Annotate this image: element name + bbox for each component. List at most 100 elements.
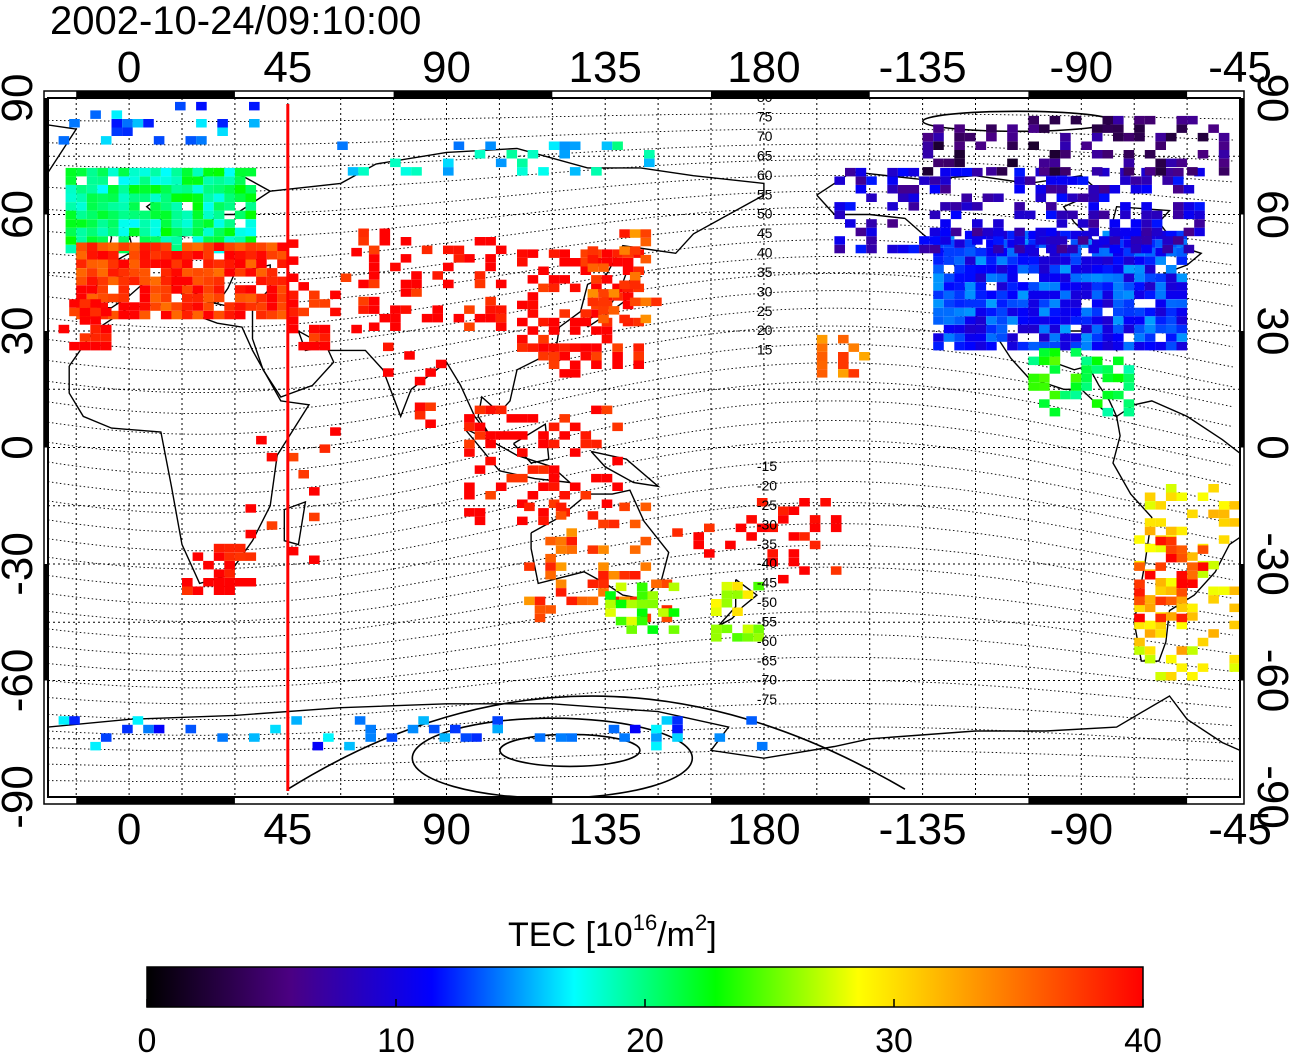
colorbar-tick-label: 20 <box>626 1022 664 1057</box>
tec-cell <box>569 258 581 267</box>
tec-cell <box>548 473 560 483</box>
tec-cell <box>129 302 140 311</box>
tec-cell <box>192 268 204 277</box>
tec-cell <box>986 256 997 265</box>
tec-cell <box>365 724 376 734</box>
tec-cell <box>555 579 567 588</box>
tec-cell <box>972 219 983 228</box>
magnetic-contour <box>48 381 1233 475</box>
tec-cell <box>129 242 140 251</box>
tec-cell <box>1194 219 1205 228</box>
tec-cell <box>908 185 920 194</box>
tec-cell <box>506 150 518 159</box>
tec-cell <box>139 185 151 194</box>
tec-cell <box>76 259 87 268</box>
tec-cell <box>929 185 941 194</box>
tec-cell <box>1218 141 1230 150</box>
tec-cell <box>256 268 267 277</box>
tec-cell <box>975 333 987 342</box>
coastline <box>463 427 573 484</box>
tec-cell <box>1123 256 1135 265</box>
tec-cell <box>266 452 278 462</box>
tec-cell <box>1134 316 1145 325</box>
tec-cell <box>196 136 207 145</box>
tec-cell <box>548 352 560 361</box>
tec-region-middle-east <box>287 239 362 351</box>
tec-cell <box>351 247 362 257</box>
tec-cell <box>569 422 581 432</box>
tec-cell <box>1155 299 1166 308</box>
tec-cell <box>1060 307 1071 317</box>
tec-cell <box>933 341 944 351</box>
tec-cell <box>474 279 486 289</box>
tec-cell <box>323 733 334 742</box>
tec-cell <box>1060 256 1071 265</box>
tec-cell <box>559 309 570 318</box>
tec-cell <box>929 227 941 237</box>
tec-cell <box>1081 141 1092 150</box>
tec-cell <box>132 119 144 128</box>
tec-cell <box>1060 290 1071 300</box>
tec-cell <box>591 283 602 293</box>
contour-label: -65 <box>757 652 777 668</box>
tec-cell <box>90 741 101 751</box>
tec-cell <box>1183 244 1195 254</box>
tec-cell <box>933 265 944 274</box>
tec-cell <box>474 150 486 159</box>
tec-cell <box>742 624 754 634</box>
tec-cell <box>139 259 151 268</box>
tec-cell <box>943 273 955 282</box>
tec-cell <box>601 249 613 258</box>
tec-cell <box>1165 290 1177 300</box>
tec-cell <box>1049 341 1061 351</box>
contour-label: -60 <box>757 633 777 649</box>
lon-tick-label-top: 180 <box>727 43 800 92</box>
tec-region-iberia-africa-nw <box>58 299 112 351</box>
tec-cell <box>1197 545 1209 554</box>
tec-cell <box>58 324 70 334</box>
tec-cell <box>182 276 193 286</box>
tec-cell <box>1176 545 1188 554</box>
tec-cell <box>118 210 130 220</box>
lon-tick-label-top: 135 <box>568 43 641 92</box>
tec-cell <box>1035 227 1047 237</box>
tec-cell <box>118 293 130 303</box>
tec-region-africa-east <box>245 427 341 564</box>
tec-cell <box>943 256 955 265</box>
tec-cell <box>1056 244 1068 254</box>
tec-cell <box>1251 484 1262 493</box>
tec-cell <box>866 176 877 185</box>
tec-cell <box>626 616 637 626</box>
tec-cell <box>887 219 898 228</box>
tec-cell <box>203 202 214 211</box>
tec-region-japan <box>587 229 662 324</box>
tec-cell <box>644 158 655 168</box>
tec-cell <box>1014 167 1025 177</box>
tec-region-arctic-america <box>922 115 1230 176</box>
tec-cell <box>160 293 172 303</box>
tec-cell <box>192 227 204 237</box>
tec-cell <box>933 256 944 265</box>
tec-cell <box>559 369 570 378</box>
tec-cell <box>224 242 235 251</box>
tec-cell <box>192 236 204 245</box>
tec-cell <box>421 245 433 255</box>
tec-cell <box>1197 569 1209 578</box>
tec-cell <box>897 193 909 202</box>
tec-cell <box>1155 316 1166 325</box>
tec-cell <box>756 498 768 507</box>
tec-cell <box>100 307 112 317</box>
tec-cell <box>450 724 461 734</box>
tec-cell <box>517 249 528 258</box>
tec-cell <box>203 268 214 277</box>
tec-cell <box>1176 588 1188 597</box>
tec-cell <box>619 571 630 580</box>
tec-cell <box>90 324 101 334</box>
tec-cell <box>192 242 204 251</box>
tec-cell <box>400 254 412 263</box>
tec-cell <box>245 259 257 268</box>
tec-cell <box>732 590 743 599</box>
tec-cell <box>996 282 1008 291</box>
tec-cell <box>1088 185 1099 194</box>
tec-cell <box>1060 316 1071 325</box>
